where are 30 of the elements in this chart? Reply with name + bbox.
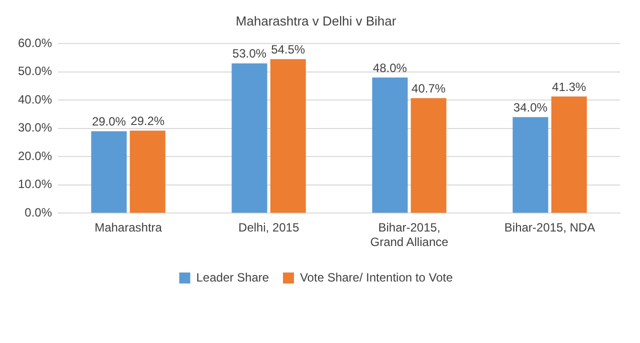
bar: [372, 78, 408, 213]
y-tick-label: 60.0%: [18, 36, 52, 50]
y-tick-label: 40.0%: [18, 92, 52, 106]
data-label: 29.0%: [92, 114, 126, 129]
data-label: 29.2%: [130, 114, 165, 128]
data-label: 53.0%: [232, 46, 267, 61]
data-label: 40.7%: [412, 81, 446, 96]
legend-label: Vote Share/ Intention to Vote: [300, 270, 454, 284]
bar: [551, 96, 587, 213]
data-label: 34.0%: [513, 100, 548, 114]
bar: [232, 63, 268, 213]
x-tick-label: Bihar-2015, NDA: [504, 220, 596, 235]
bar: [512, 117, 548, 213]
data-label: 54.5%: [271, 42, 306, 56]
data-label: 41.3%: [552, 80, 586, 94]
y-tick-label: 30.0%: [18, 120, 52, 135]
bar: [91, 131, 127, 213]
chart-title: Maharashtra v Delhi v Bihar: [236, 13, 397, 28]
y-tick-label: 50.0%: [18, 64, 52, 78]
data-label: 48.0%: [372, 60, 408, 75]
bar: [270, 59, 306, 213]
x-tick-label: Bihar-2015, Grand Alliance: [370, 220, 449, 250]
x-tick-label: Delhi, 2015: [238, 220, 300, 235]
bar: [410, 98, 446, 213]
y-tick-label: 20.0%: [18, 148, 52, 163]
y-tick-label: 0.0%: [24, 206, 52, 220]
x-tick-label: Maharashtra: [94, 220, 162, 235]
bar: [130, 130, 166, 213]
legend-label: Leader Share: [196, 270, 270, 284]
y-tick-label: 10.0%: [18, 177, 52, 192]
